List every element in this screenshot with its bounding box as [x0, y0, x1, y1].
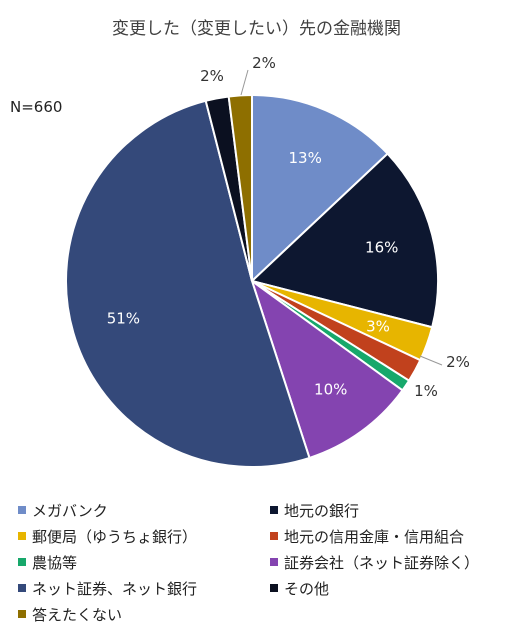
legend-item: 地元の銀行	[270, 498, 359, 522]
legend-item: 答えたくない	[18, 602, 122, 626]
legend-item: 証券会社（ネット証券除く）	[270, 550, 479, 574]
legend-label: ネット証券、ネット銀行	[32, 579, 198, 598]
slice-label: 2%	[446, 353, 470, 371]
slice-label: 51%	[107, 309, 140, 327]
legend-swatch	[18, 584, 26, 592]
slice-label: 3%	[366, 317, 390, 335]
legend-item: メガバンク	[18, 498, 108, 522]
legend-label: 証券会社（ネット証券除く）	[284, 553, 480, 572]
slice-label: 1%	[414, 382, 438, 400]
legend-item: 郵便局（ゆうちょ銀行）	[18, 524, 197, 548]
pie-slice	[65, 99, 311, 468]
legend-item: ネット証券、ネット銀行	[18, 576, 197, 600]
legend-label: 答えたくない	[32, 605, 123, 624]
pie-slice	[227, 93, 253, 282]
pie-slice	[251, 93, 390, 284]
legend-swatch	[18, 610, 26, 618]
sample-size-label: N=660	[10, 98, 63, 116]
pie-chart: 13% 16% 3% 2% 1% 10% 51% 2% 2%	[65, 54, 470, 468]
legend-swatch	[18, 506, 26, 514]
legend-label: メガバンク	[32, 501, 108, 520]
leader-line	[419, 355, 443, 366]
slice-label: 2%	[252, 54, 276, 72]
legend-swatch	[18, 532, 26, 540]
leader-line	[240, 69, 249, 96]
legend-swatch	[270, 584, 278, 592]
pie-slice	[250, 278, 404, 460]
pie-slice	[249, 152, 439, 329]
chart-title: 変更した（変更したい）先の金融機関	[112, 19, 401, 39]
legend-item: 地元の信用金庫・信用組合	[270, 524, 464, 548]
legend-swatch	[18, 558, 26, 566]
legend-item: その他	[270, 576, 329, 600]
legend-label: その他	[284, 579, 330, 598]
slice-label: 10%	[314, 380, 347, 398]
slice-label: 2%	[200, 67, 224, 85]
legend-label: 農協等	[32, 553, 78, 572]
legend-item: 農協等	[18, 550, 77, 574]
legend-label: 郵便局（ゆうちょ銀行）	[32, 527, 198, 546]
slice-label: 13%	[289, 149, 322, 167]
legend-swatch	[270, 506, 278, 514]
legend-label: 地元の銀行	[284, 501, 360, 520]
legend-swatch	[270, 532, 278, 540]
legend-swatch	[270, 558, 278, 566]
slice-label: 16%	[365, 239, 398, 257]
legend-label: 地元の信用金庫・信用組合	[284, 527, 465, 546]
